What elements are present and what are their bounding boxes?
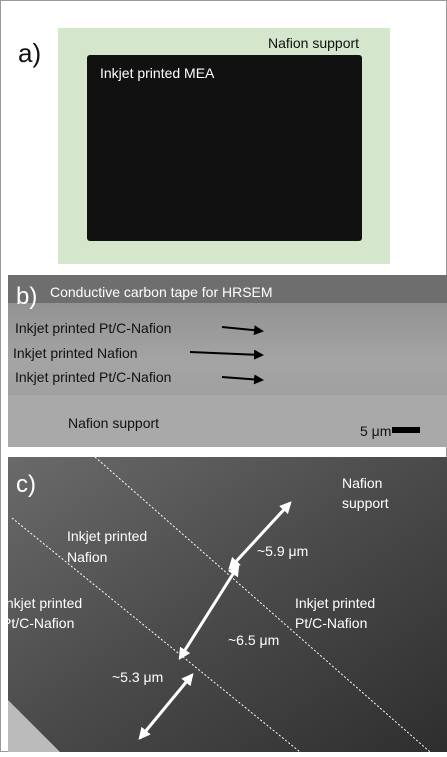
scale-label: 5 μm [360,423,391,439]
annotation: Inkjet printed MEA [100,65,215,81]
annotation: Nafion support [268,35,359,51]
annotation: Pt/C-Nafion [295,615,367,631]
panel-label: b) [16,283,37,310]
annotation: support [342,495,389,511]
scale-bar [392,427,420,433]
panel-label: a) [18,38,41,68]
annotation: Nafion [342,475,382,491]
annotation: Nafion [67,549,107,565]
thickness-label: ~5.9 μm [257,543,308,559]
annotation: Inkjet printed Pt/C-Nafion [15,369,171,385]
annotation: Nafion support [68,415,159,431]
annotation: Inkjet printed [2,595,82,611]
annotation: Inkjet printed [295,595,375,611]
thickness-label: ~6.5 μm [228,632,279,648]
annotation: Inkjet printed Nafion [13,345,138,361]
annotation: Conductive carbon tape for HRSEM [50,284,273,300]
annotation: Inkjet printed Pt/C-Nafion [15,320,171,336]
panel-label: c) [16,471,36,498]
mea-sample [87,55,362,241]
figure: a) Nafion support Inkjet printed MEA b) … [0,0,447,752]
annotation: Inkjet printed [67,528,147,544]
thickness-label: ~5.3 μm [112,669,163,685]
annotation: Pt/C-Nafion [2,615,74,631]
